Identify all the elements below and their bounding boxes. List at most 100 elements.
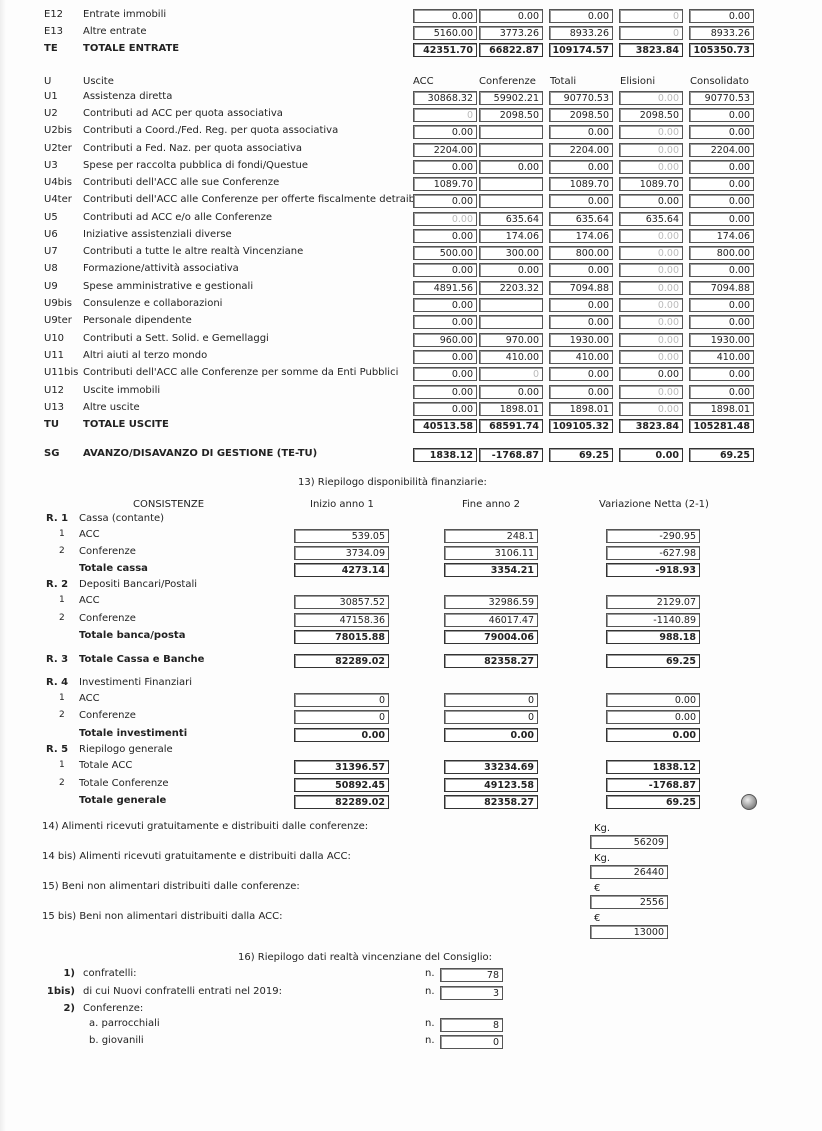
value-cell[interactable]: 0.00	[689, 367, 754, 381]
value-cell[interactable]: 0.00	[689, 315, 754, 329]
value-cell[interactable]: 0.00	[689, 108, 754, 122]
value-cell[interactable]: 33234.69	[444, 760, 538, 774]
value-cell[interactable]: 0.00	[413, 263, 477, 277]
value-cell[interactable]: 3823.84	[619, 43, 683, 57]
value-cell[interactable]: 0.00	[413, 315, 477, 329]
value-cell[interactable]: 635.64	[549, 212, 613, 226]
value-cell[interactable]: 0.00	[619, 125, 683, 139]
count-value[interactable]: 78	[440, 968, 503, 982]
value-cell[interactable]: 988.18	[606, 630, 700, 644]
value-cell[interactable]: 2098.50	[549, 108, 613, 122]
value-cell[interactable]: 0.00	[479, 160, 543, 174]
goods-value[interactable]: 56209	[590, 835, 668, 849]
value-cell[interactable]: 0.00	[619, 385, 683, 399]
goods-value[interactable]: 13000	[590, 925, 668, 939]
value-cell[interactable]: 0.00	[413, 229, 477, 243]
value-cell[interactable]: 1930.00	[689, 333, 754, 347]
value-cell[interactable]: 82358.27	[444, 795, 538, 809]
value-cell[interactable]: 0.00	[619, 350, 683, 364]
value-cell[interactable]: 0.00	[549, 315, 613, 329]
value-cell[interactable]: 1898.01	[479, 402, 543, 416]
value-cell[interactable]: 82289.02	[294, 654, 389, 668]
value-cell[interactable]: 30857.52	[294, 595, 389, 609]
value-cell[interactable]: 0.00	[619, 143, 683, 157]
value-cell[interactable]: 0.00	[689, 160, 754, 174]
value-cell[interactable]: 539.05	[294, 529, 389, 543]
value-cell[interactable]: 0.00	[479, 9, 543, 23]
value-cell[interactable]	[479, 143, 543, 157]
value-cell[interactable]: 109174.57	[549, 43, 613, 57]
value-cell[interactable]: 0.00	[606, 693, 700, 707]
value-cell[interactable]: 46017.47	[444, 613, 538, 627]
value-cell[interactable]: 635.64	[619, 212, 683, 226]
value-cell[interactable]: 248.1	[444, 529, 538, 543]
value-cell[interactable]: 0.00	[619, 333, 683, 347]
value-cell[interactable]: 0.00	[549, 298, 613, 312]
value-cell[interactable]: 2129.07	[606, 595, 700, 609]
value-cell[interactable]: 960.00	[413, 333, 477, 347]
value-cell[interactable]: 69.25	[549, 448, 613, 462]
value-cell[interactable]: 0.00	[549, 385, 613, 399]
value-cell[interactable]: 0.00	[479, 263, 543, 277]
value-cell[interactable]: 0.00	[619, 448, 683, 462]
value-cell[interactable]: 300.00	[479, 246, 543, 260]
value-cell[interactable]: 42351.70	[413, 43, 477, 57]
value-cell[interactable]: 78015.88	[294, 630, 389, 644]
value-cell[interactable]: 0.00	[606, 728, 700, 742]
value-cell[interactable]: -1768.87	[606, 778, 700, 792]
value-cell[interactable]: 3734.09	[294, 546, 389, 560]
value-cell[interactable]: 2098.50	[619, 108, 683, 122]
value-cell[interactable]: 5160.00	[413, 26, 477, 40]
value-cell[interactable]: 30868.32	[413, 91, 477, 105]
value-cell[interactable]: 90770.53	[689, 91, 754, 105]
count-value[interactable]: 3	[440, 986, 503, 1000]
value-cell[interactable]	[479, 298, 543, 312]
value-cell[interactable]: 0.00	[619, 402, 683, 416]
value-cell[interactable]: 0.00	[413, 385, 477, 399]
value-cell[interactable]: 174.06	[549, 229, 613, 243]
value-cell[interactable]: 8933.26	[549, 26, 613, 40]
value-cell[interactable]: 0.00	[619, 246, 683, 260]
value-cell[interactable]: 1838.12	[606, 760, 700, 774]
value-cell[interactable]	[479, 315, 543, 329]
value-cell[interactable]: 2204.00	[549, 143, 613, 157]
value-cell[interactable]: 0.00	[413, 160, 477, 174]
value-cell[interactable]: 0.00	[619, 367, 683, 381]
value-cell[interactable]: 0	[413, 108, 477, 122]
value-cell[interactable]: 0.00	[689, 125, 754, 139]
value-cell[interactable]: 0.00	[619, 194, 683, 208]
value-cell[interactable]: 0	[444, 710, 538, 724]
value-cell[interactable]: 0.00	[294, 728, 389, 742]
value-cell[interactable]: 7094.88	[689, 281, 754, 295]
value-cell[interactable]: 0.00	[689, 298, 754, 312]
value-cell[interactable]: 3354.21	[444, 563, 538, 577]
value-cell[interactable]: 82358.27	[444, 654, 538, 668]
value-cell[interactable]: 0.00	[549, 194, 613, 208]
value-cell[interactable]: -627.98	[606, 546, 700, 560]
value-cell[interactable]: 0.00	[549, 125, 613, 139]
value-cell[interactable]: 0.00	[606, 710, 700, 724]
value-cell[interactable]: 0.00	[689, 194, 754, 208]
value-cell[interactable]: 0.00	[413, 194, 477, 208]
value-cell[interactable]: 69.25	[689, 448, 754, 462]
value-cell[interactable]: 0.00	[549, 367, 613, 381]
value-cell[interactable]	[479, 177, 543, 191]
value-cell[interactable]: 4273.14	[294, 563, 389, 577]
value-cell[interactable]: 0.00	[619, 281, 683, 295]
value-cell[interactable]: 69.25	[606, 654, 700, 668]
value-cell[interactable]: 105350.73	[689, 43, 754, 57]
value-cell[interactable]: 2204.00	[413, 143, 477, 157]
value-cell[interactable]: 410.00	[689, 350, 754, 364]
value-cell[interactable]: 2203.32	[479, 281, 543, 295]
value-cell[interactable]: 66822.87	[479, 43, 543, 57]
value-cell[interactable]: 0.00	[619, 263, 683, 277]
value-cell[interactable]: 0.00	[689, 212, 754, 226]
value-cell[interactable]: 82289.02	[294, 795, 389, 809]
value-cell[interactable]: 2204.00	[689, 143, 754, 157]
value-cell[interactable]: 0.00	[689, 9, 754, 23]
value-cell[interactable]: 0.00	[619, 229, 683, 243]
radio-button-icon[interactable]	[741, 794, 757, 810]
value-cell[interactable]: 970.00	[479, 333, 543, 347]
value-cell[interactable]: 90770.53	[549, 91, 613, 105]
value-cell[interactable]: 3823.84	[619, 419, 683, 433]
